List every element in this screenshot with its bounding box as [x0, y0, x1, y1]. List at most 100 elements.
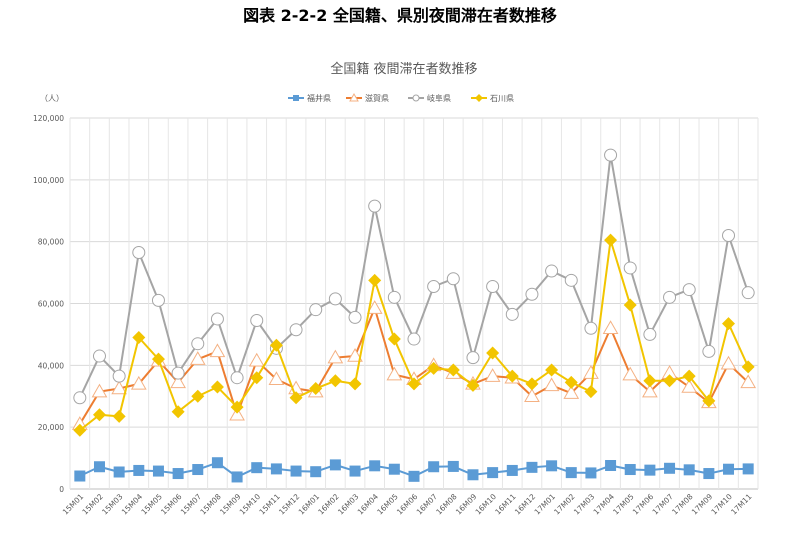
y-tick-label: 100,000: [33, 176, 64, 185]
chart-title: 全国籍 夜間滞在者数推移: [330, 61, 477, 77]
data-point: [210, 312, 224, 326]
legend-marker: [293, 95, 299, 101]
data-point: [584, 321, 598, 335]
data-point: [387, 332, 401, 346]
x-tick-label: 16M05: [375, 492, 400, 517]
data-point: [642, 383, 658, 398]
data-point: [427, 361, 441, 375]
x-tick-label: 16M06: [395, 492, 420, 517]
legend-label: 福井県: [307, 93, 331, 103]
series-4: [73, 233, 755, 437]
x-tick-label: 16M01: [297, 492, 322, 517]
data-point: [543, 377, 560, 392]
legend-label: 滋賀県: [365, 93, 389, 103]
data-point: [466, 351, 480, 365]
x-tick-label: 15M02: [80, 492, 105, 517]
y-tick-label: 80,000: [38, 238, 64, 247]
data-point: [189, 351, 206, 365]
data-point: [251, 462, 263, 474]
data-point: [622, 366, 639, 381]
data-point: [368, 273, 382, 287]
data-point: [467, 469, 479, 481]
data-point: [73, 391, 87, 405]
legend-marker: [475, 94, 483, 102]
data-point: [623, 298, 637, 312]
x-tick-label: 17M07: [651, 492, 676, 517]
x-tick-label: 17M05: [611, 492, 636, 517]
data-point: [229, 406, 245, 421]
data-point: [209, 343, 226, 358]
data-point: [171, 366, 185, 380]
data-point: [623, 261, 637, 275]
data-point: [211, 457, 223, 469]
data-point: [644, 464, 656, 476]
legend-marker: [412, 94, 420, 102]
data-point: [172, 468, 184, 480]
x-tick-label: 16M02: [316, 492, 341, 517]
data-point: [446, 363, 460, 377]
data-point: [624, 464, 636, 476]
data-point: [722, 317, 736, 331]
x-tick-label: 16M09: [454, 492, 479, 517]
x-tick-label: 15M09: [218, 492, 243, 517]
data-point: [545, 264, 559, 278]
data-point: [584, 385, 598, 399]
data-point: [702, 344, 716, 358]
data-point: [605, 460, 617, 472]
data-point: [170, 374, 186, 389]
data-point: [310, 466, 322, 478]
data-point: [91, 383, 108, 398]
x-tick-label: 16M07: [415, 492, 440, 517]
data-point: [73, 423, 87, 437]
x-tick-label: 16M04: [356, 492, 381, 517]
data-point: [230, 371, 244, 385]
data-point: [290, 465, 302, 477]
data-point: [585, 467, 597, 479]
data-point: [563, 385, 580, 399]
series-group: [71, 148, 757, 483]
series-1: [74, 457, 754, 483]
x-tick-label: 17M04: [592, 492, 617, 517]
data-point: [289, 391, 303, 405]
data-point: [113, 466, 125, 478]
data-point: [250, 314, 264, 328]
data-point: [112, 369, 126, 383]
data-point: [327, 349, 344, 364]
data-point: [486, 279, 500, 293]
data-point: [723, 463, 735, 475]
data-point: [524, 388, 540, 402]
data-point: [428, 461, 440, 473]
page-title: 図表 2-2-2 全国籍、県別夜間滞在者数推移: [243, 6, 557, 25]
legend-item: 岐阜県: [408, 93, 451, 103]
x-tick-label: 17M10: [709, 492, 734, 517]
x-tick-label: 16M10: [474, 492, 499, 517]
data-point: [720, 355, 737, 370]
y-axis-unit-label: （人）: [40, 94, 64, 103]
data-point: [741, 360, 755, 374]
data-point: [191, 337, 205, 351]
data-point: [368, 199, 382, 213]
data-point: [505, 307, 519, 321]
data-point: [349, 465, 361, 477]
data-point: [329, 459, 341, 471]
data-point: [447, 460, 459, 472]
x-tick-label: 15M03: [100, 492, 125, 517]
data-point: [505, 369, 519, 383]
x-tick-label: 15M07: [179, 492, 204, 517]
legend-item: 滋賀県: [346, 92, 389, 103]
data-point: [347, 348, 363, 362]
data-point: [210, 380, 224, 394]
data-point: [171, 405, 185, 419]
data-point: [250, 371, 264, 385]
data-point: [386, 366, 403, 381]
x-tick-label: 16M03: [336, 492, 361, 517]
legend-item: 福井県: [288, 93, 331, 103]
data-point: [133, 464, 145, 476]
data-point: [309, 382, 323, 396]
y-tick-label: 60,000: [38, 300, 64, 309]
data-point: [130, 375, 147, 390]
data-point: [74, 470, 86, 482]
data-point: [309, 303, 323, 317]
data-point: [132, 331, 146, 345]
data-point: [407, 332, 421, 346]
